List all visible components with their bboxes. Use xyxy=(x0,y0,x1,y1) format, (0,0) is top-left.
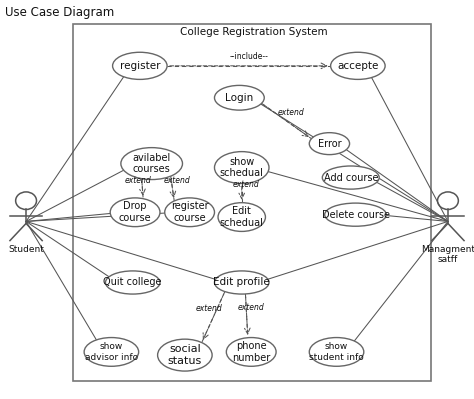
Ellipse shape xyxy=(84,338,138,366)
Ellipse shape xyxy=(214,85,264,110)
Ellipse shape xyxy=(121,148,182,180)
Ellipse shape xyxy=(227,338,276,366)
Ellipse shape xyxy=(105,271,160,294)
Text: phone
number: phone number xyxy=(232,341,270,363)
Text: show
advisor info: show advisor info xyxy=(85,342,138,361)
Text: Drop
course: Drop course xyxy=(119,201,151,223)
Ellipse shape xyxy=(165,198,214,227)
Ellipse shape xyxy=(112,52,167,79)
Text: avilabel
courses: avilabel courses xyxy=(133,153,171,174)
Text: register
course: register course xyxy=(171,201,209,223)
Text: Delete course: Delete course xyxy=(321,209,390,220)
Text: extend: extend xyxy=(164,176,191,185)
Text: accepte: accepte xyxy=(337,61,379,71)
Ellipse shape xyxy=(331,52,385,79)
Ellipse shape xyxy=(322,166,379,189)
Text: Edit
schedual: Edit schedual xyxy=(220,206,264,228)
Text: --include--: --include-- xyxy=(229,52,268,61)
Text: College Registration System: College Registration System xyxy=(180,27,328,37)
Text: Edit profile: Edit profile xyxy=(213,277,270,288)
Text: register: register xyxy=(119,61,160,71)
Ellipse shape xyxy=(157,339,212,371)
Ellipse shape xyxy=(325,203,386,226)
Text: Quit college: Quit college xyxy=(103,277,162,288)
Ellipse shape xyxy=(309,338,364,366)
Ellipse shape xyxy=(214,152,269,184)
Text: Use Case Diagram: Use Case Diagram xyxy=(5,6,114,19)
Text: show
schedual: show schedual xyxy=(220,157,264,178)
Text: Login: Login xyxy=(225,93,254,103)
Ellipse shape xyxy=(214,271,269,294)
Ellipse shape xyxy=(309,132,349,154)
Text: extend: extend xyxy=(233,180,260,189)
Text: show
student info: show student info xyxy=(309,342,364,361)
Text: Add course: Add course xyxy=(324,172,378,183)
Text: extend: extend xyxy=(278,108,305,117)
Bar xyxy=(73,24,431,381)
Ellipse shape xyxy=(110,198,160,227)
Text: social
status: social status xyxy=(168,344,202,366)
Text: extend: extend xyxy=(195,304,222,313)
Text: Error: Error xyxy=(318,138,341,149)
Text: extend: extend xyxy=(238,303,265,312)
Text: Student: Student xyxy=(8,245,44,254)
Text: Managment
satff: Managment satff xyxy=(421,245,474,264)
Ellipse shape xyxy=(218,203,265,231)
Text: extend: extend xyxy=(124,176,151,185)
